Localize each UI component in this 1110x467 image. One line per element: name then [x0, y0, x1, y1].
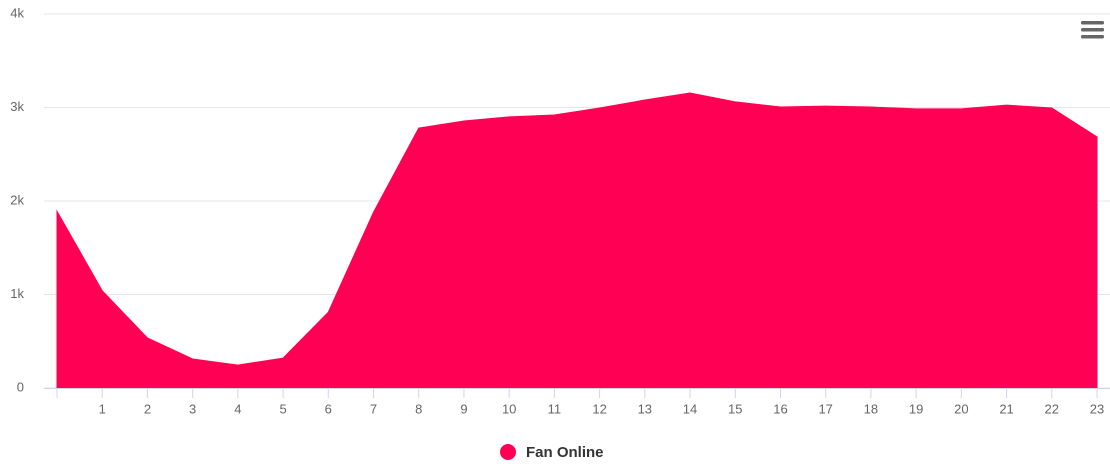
x-tick-label: 14: [683, 401, 697, 416]
x-tick-label: 21: [999, 401, 1013, 416]
x-tick-label: 17: [818, 401, 832, 416]
x-tick-label: 12: [592, 401, 606, 416]
x-tick-label: 11: [548, 401, 562, 416]
x-tick-label: 4: [234, 401, 241, 416]
x-tick-label: 3: [189, 401, 196, 416]
y-tick-label: 1k: [10, 286, 24, 301]
x-tick-label: 13: [638, 401, 652, 416]
x-tick-label: 2: [144, 401, 151, 416]
legend-label: Fan Online: [526, 444, 604, 461]
x-tick-label: 7: [370, 401, 377, 416]
x-tick-label: 23: [1090, 401, 1104, 416]
x-tick-label: 8: [415, 401, 422, 416]
y-tick-label: 2k: [10, 192, 24, 207]
menu-bar: [1081, 28, 1104, 32]
x-tick-label: 19: [909, 401, 923, 416]
x-tick-label: 18: [864, 401, 878, 416]
menu-bar: [1081, 35, 1104, 39]
area: [56, 92, 1098, 389]
y-tick-label: 4k: [10, 5, 24, 20]
menu-bar: [1081, 21, 1104, 25]
x-tick-label: 20: [954, 401, 968, 416]
x-tick-label: 5: [279, 401, 286, 416]
legend-marker: [500, 444, 516, 460]
x-tick-label: 9: [460, 401, 467, 416]
x-tick-label: 1: [99, 401, 106, 416]
y-tick-label: 3k: [10, 99, 24, 114]
x-tick-label: 6: [325, 401, 332, 416]
menu-icon[interactable]: [1081, 21, 1104, 39]
x-tick-label: 22: [1045, 401, 1059, 416]
y-tick-label: 0: [17, 379, 24, 394]
x-tick-label: 10: [502, 401, 516, 416]
x-tick-label: 15: [728, 401, 742, 416]
x-tick-label: 16: [773, 401, 787, 416]
